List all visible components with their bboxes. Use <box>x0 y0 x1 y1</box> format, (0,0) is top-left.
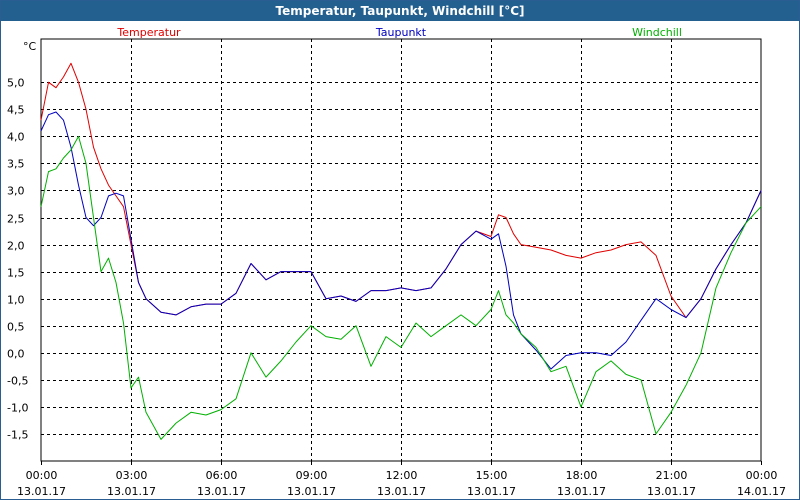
x-tick-time: 06:00 <box>206 469 238 482</box>
y-tick-label: 0,0 <box>7 348 25 361</box>
x-tick-time: 03:00 <box>116 469 148 482</box>
legend-taupunkt: Taupunkt <box>375 26 427 39</box>
x-tick-time: 15:00 <box>476 469 508 482</box>
x-tick-date: 13.01.17 <box>377 485 426 498</box>
y-tick-label: -0,5 <box>7 375 28 388</box>
y-tick-label: 1,0 <box>7 294 25 307</box>
y-tick-label: -1,0 <box>7 402 28 415</box>
y-tick-label: 0,5 <box>7 321 25 334</box>
x-tick-time: 00:00 <box>746 469 778 482</box>
legend-layer: Temperatur Taupunkt Windchill <box>116 26 682 39</box>
x-tick-date: 13.01.17 <box>197 485 246 498</box>
x-tick-date: 14.01.17 <box>737 485 786 498</box>
x-tick-date: 13.01.17 <box>557 485 606 498</box>
y-tick-label: 4,5 <box>7 104 25 117</box>
x-tick-date: 13.01.17 <box>17 485 66 498</box>
y-axis-unit: °C <box>23 40 37 53</box>
y-tick-label: -1,5 <box>7 429 28 442</box>
y-tick-label: 2,0 <box>7 240 25 253</box>
x-tick-time: 21:00 <box>656 469 688 482</box>
chart-title: Temperatur, Taupunkt, Windchill [°C] <box>1 1 799 21</box>
y-tick-label: 3,0 <box>7 185 25 198</box>
grid-layer <box>40 38 762 462</box>
x-tick-date: 13.01.17 <box>647 485 696 498</box>
x-tick-time: 12:00 <box>386 469 418 482</box>
x-tick-date: 13.01.17 <box>287 485 336 498</box>
y-tick-label: 1,5 <box>7 267 25 280</box>
axis-layer: 5,0 4,5 4,0 3,5 3,0 2,5 2,0 1,5 1,0 0,5 0,0 -0,5 -1,… <box>7 40 786 498</box>
series-line-taupunkt <box>40 111 762 370</box>
y-tick-label: 5,0 <box>7 77 25 90</box>
x-tick-time: 09:00 <box>296 469 328 482</box>
y-tick-label: 2,5 <box>7 213 25 226</box>
x-tick-time: 00:00 <box>26 469 58 482</box>
series-layer <box>40 62 762 440</box>
x-tick-time: 18:00 <box>566 469 598 482</box>
legend-windchill: Windchill <box>632 26 682 39</box>
x-tick-date: 13.01.17 <box>107 485 156 498</box>
legend-temperatur: Temperatur <box>116 26 181 39</box>
x-tick-date: 13.01.17 <box>467 485 516 498</box>
y-tick-label: 4,0 <box>7 131 25 144</box>
series-line-windchill <box>40 135 762 440</box>
y-tick-label: 3,5 <box>7 158 25 171</box>
